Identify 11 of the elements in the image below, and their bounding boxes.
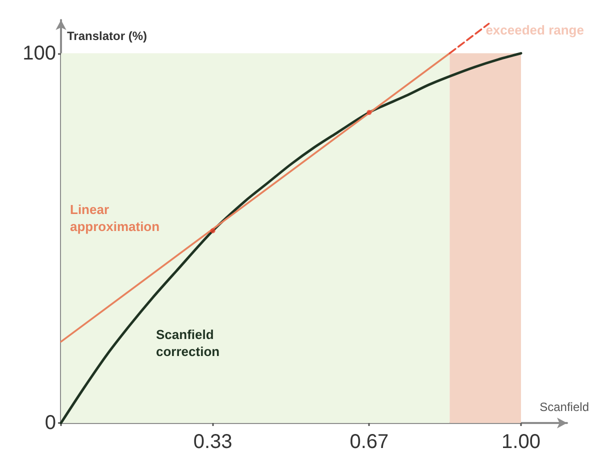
y-axis-title: Translator (%) xyxy=(67,29,148,43)
x-tick-label: 0.67 xyxy=(350,431,389,453)
band-label: exceeded range xyxy=(486,22,584,38)
y-tick-label: 0 xyxy=(44,412,56,434)
y-tick-label: 100 xyxy=(22,42,56,64)
line-series xyxy=(60,52,522,424)
x-axis-title: Scanfield xyxy=(540,400,589,414)
text: Linear approximation xyxy=(70,202,160,234)
x-tick-label: 1.00 xyxy=(502,431,540,453)
series-label: Scanfield correction xyxy=(156,327,220,359)
x-tick-label: 0.33 xyxy=(193,431,232,453)
